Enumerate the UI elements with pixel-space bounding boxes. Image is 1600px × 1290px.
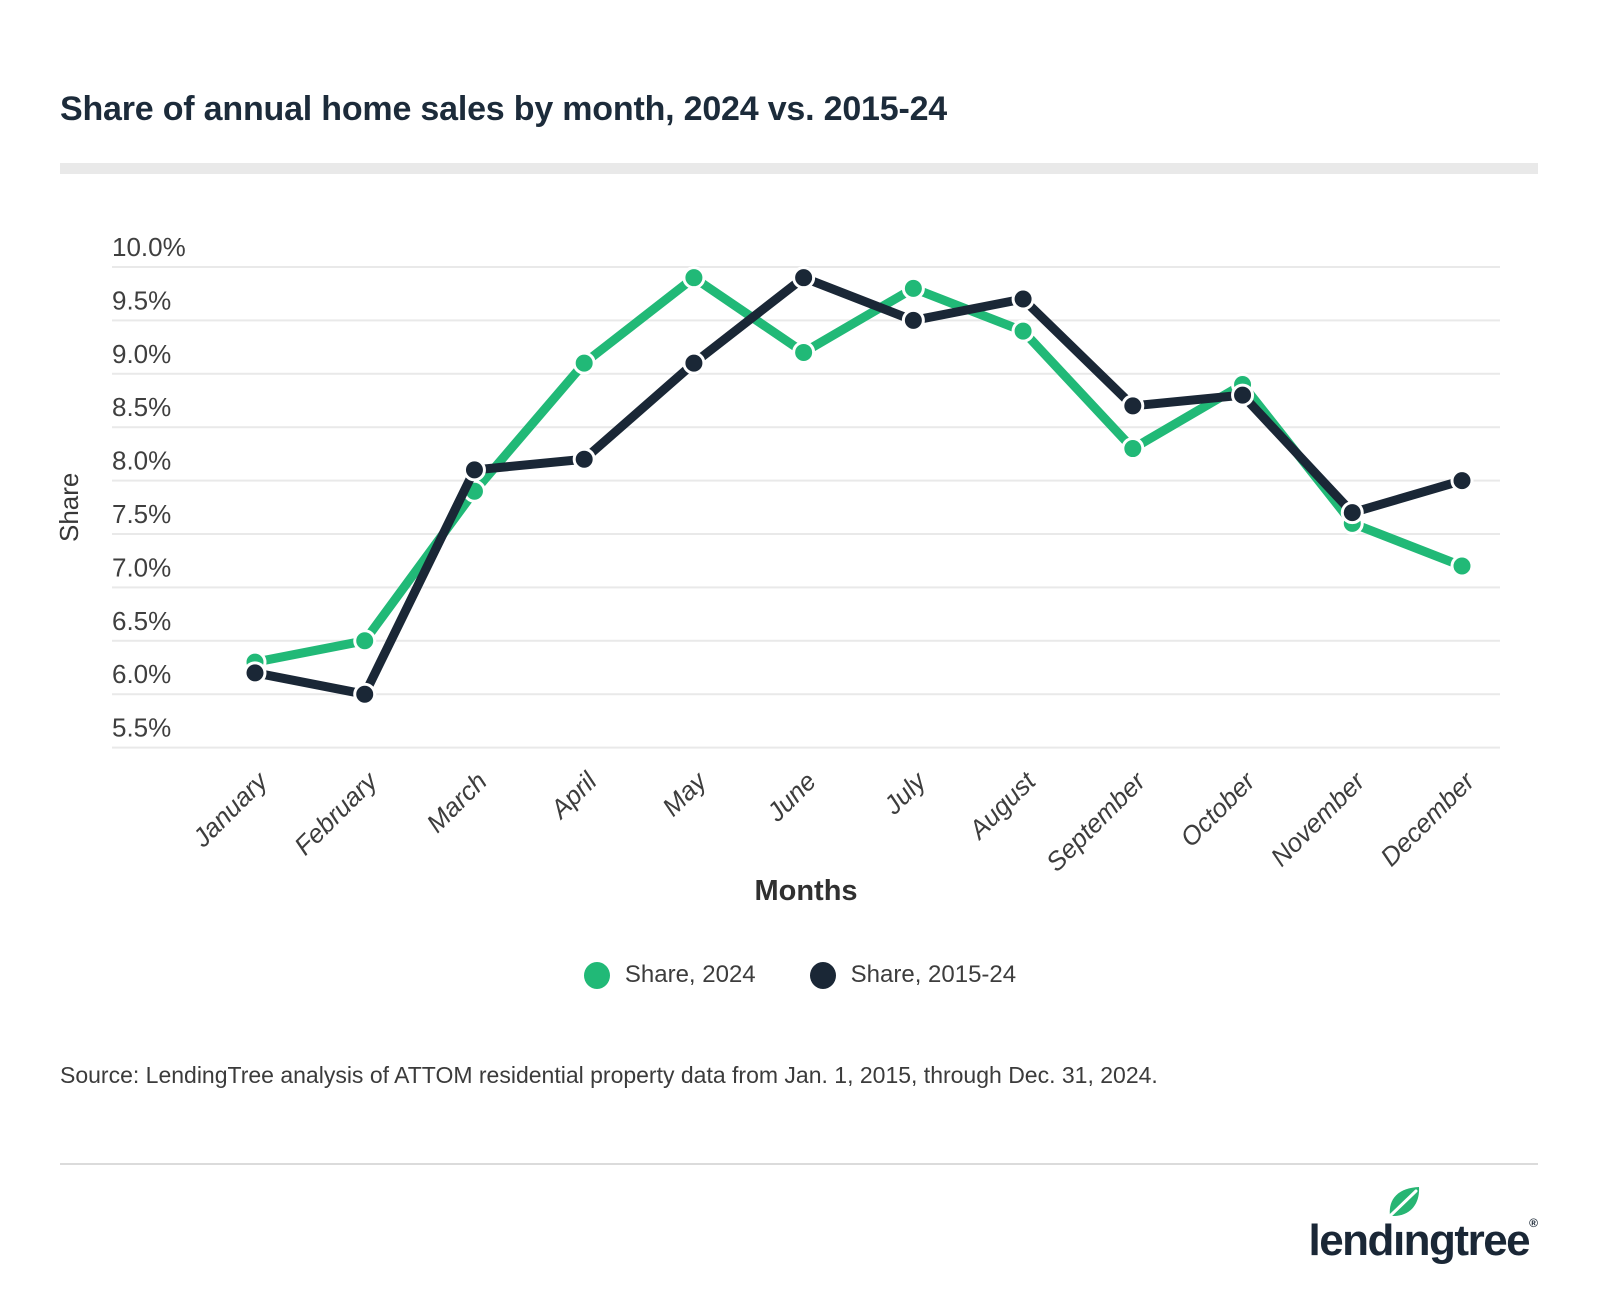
y-tick-label: 8.0% <box>112 446 171 476</box>
data-point <box>572 351 596 375</box>
data-point <box>1121 394 1145 418</box>
month-label: January <box>186 765 275 854</box>
y-tick-label: 8.5% <box>112 392 171 422</box>
logo-text-pre: lend <box>1308 1216 1394 1265</box>
data-point <box>1011 319 1035 343</box>
month-label: March <box>420 766 492 838</box>
title-divider <box>60 163 1538 174</box>
month-label: May <box>656 765 713 822</box>
series-line-2024 <box>250 273 1467 667</box>
data-point <box>353 629 377 653</box>
data-point <box>792 340 816 364</box>
chart-legend: Share, 2024 Share, 2015-24 <box>0 953 1600 997</box>
legend-item-2024: Share, 2024 <box>583 961 756 989</box>
data-point <box>353 682 377 706</box>
y-axis-title: Share <box>54 473 84 542</box>
legend-marker-2024 <box>583 961 610 989</box>
data-point <box>682 351 706 375</box>
data-point <box>1450 469 1474 493</box>
data-point <box>901 308 925 332</box>
month-label: June <box>760 766 822 828</box>
data-point <box>901 276 925 300</box>
month-label: December <box>1374 765 1481 872</box>
y-tick-label: 7.5% <box>112 499 171 529</box>
data-point <box>682 266 706 290</box>
month-label: April <box>543 765 603 825</box>
leaf-icon <box>1389 1187 1420 1217</box>
logo-text-post: ngtree <box>1403 1216 1531 1265</box>
data-point <box>572 447 596 471</box>
page-title: Share of annual home sales by month, 202… <box>60 90 947 128</box>
legend-label-2024: Share, 2024 <box>624 961 756 988</box>
y-tick-label: 9.0% <box>112 339 171 369</box>
y-tick-label: 6.0% <box>112 659 171 689</box>
y-tick-label: 9.5% <box>112 285 171 315</box>
logo-registered-mark: ® <box>1529 1216 1538 1230</box>
y-tick-label: 10.0% <box>112 232 186 262</box>
legend-label-2015-24: Share, 2015-24 <box>850 961 1017 988</box>
month-label: February <box>288 765 384 861</box>
month-label: November <box>1264 765 1371 872</box>
month-label: July <box>877 765 933 821</box>
month-label: August <box>961 765 1042 846</box>
legend-marker-2015-24 <box>809 961 836 989</box>
y-tick-label: 6.5% <box>112 606 171 636</box>
data-point <box>1450 554 1474 578</box>
month-label: October <box>1174 765 1262 853</box>
logo-text-i: ı <box>1392 1216 1405 1265</box>
line-chart: 10.0% 9.5% 9.0% 8.5% 8.0% 7.5% 7.0% 6.5% 6.0% 5.5… <box>54 232 1500 907</box>
legend-item-2015-24: Share, 2015-24 <box>809 961 1017 989</box>
data-point <box>1340 501 1364 525</box>
source-attribution: Source: LendingTree analysis of ATTOM re… <box>60 1062 1158 1088</box>
data-point <box>243 661 267 685</box>
lendingtree-logo: lendıngtree® <box>1308 1187 1538 1265</box>
footer-divider <box>60 1163 1538 1165</box>
y-tick-label: 5.5% <box>112 713 171 743</box>
y-tick-label: 7.0% <box>112 552 171 582</box>
data-point <box>1011 287 1035 311</box>
x-axis-title: Months <box>754 875 857 907</box>
series-line-2015-24 <box>250 273 1467 699</box>
month-label: September <box>1040 765 1152 877</box>
data-point <box>1231 383 1255 407</box>
data-point <box>1121 437 1145 461</box>
data-point <box>792 266 816 290</box>
data-point <box>462 458 486 482</box>
